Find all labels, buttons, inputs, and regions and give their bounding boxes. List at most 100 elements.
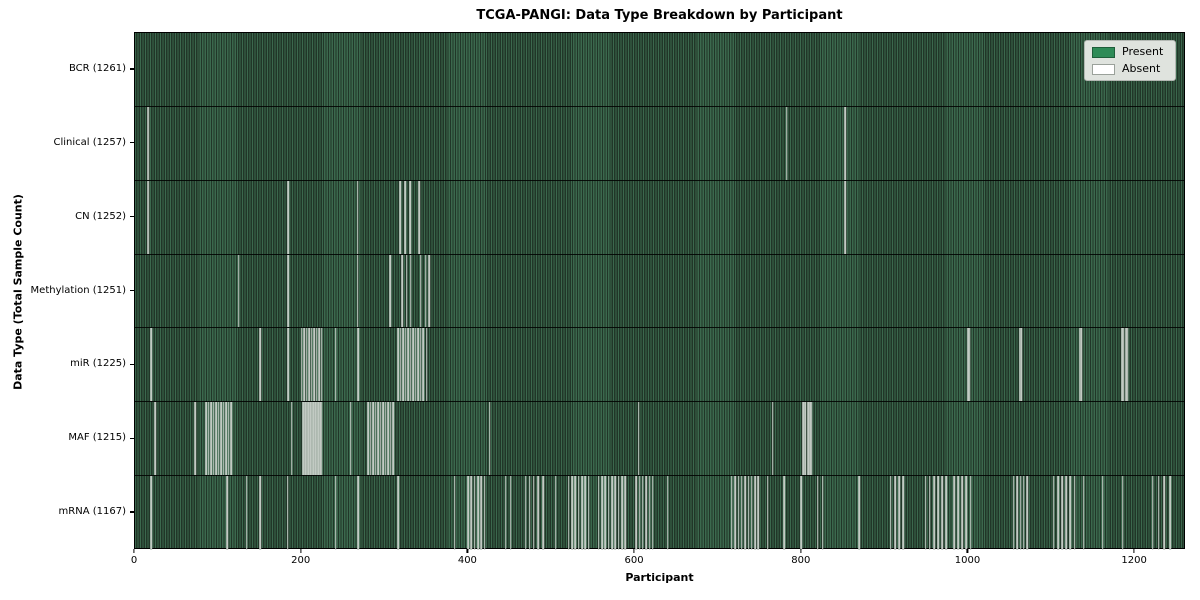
absent-stripe <box>419 254 422 328</box>
absent-stripe <box>287 180 290 254</box>
absent-stripe <box>246 476 248 550</box>
absent-stripe <box>399 180 401 254</box>
heatmap-row-maf <box>135 402 1184 477</box>
absent-stripe <box>1065 476 1068 550</box>
absent-stripe <box>571 476 573 550</box>
absent-stripe <box>319 402 321 476</box>
absent-stripe <box>226 476 228 550</box>
absent-stripe <box>259 476 261 550</box>
absent-stripe <box>147 106 150 180</box>
y-tick-mark <box>130 216 134 218</box>
absent-stripe <box>404 328 407 402</box>
legend-label: Present <box>1122 45 1164 58</box>
x-tick-label: 800 <box>791 555 811 566</box>
absent-stripe <box>194 402 197 476</box>
y-tick-label: Methylation (1251) <box>30 284 126 296</box>
absent-stripe <box>210 402 212 476</box>
absent-stripe <box>957 476 959 550</box>
absent-stripe <box>965 476 968 550</box>
y-tick-mark <box>130 289 134 292</box>
absent-stripe <box>1121 328 1123 402</box>
absent-stripe <box>399 328 402 402</box>
heatmap-row-methylation <box>135 254 1184 329</box>
absent-stripe <box>607 476 610 550</box>
absent-stripe <box>370 402 372 476</box>
absent-stripe <box>380 402 382 476</box>
absent-stripe <box>418 180 420 254</box>
absent-stripe <box>291 402 293 476</box>
x-axis-title: Participant <box>625 571 694 584</box>
absent-stripe <box>652 476 654 550</box>
x-tick-mark <box>300 549 302 553</box>
absent-stripe <box>318 328 321 402</box>
x-tick-label: 1200 <box>1121 555 1147 566</box>
absent-stripe <box>227 402 230 476</box>
plot-area <box>134 32 1185 550</box>
absent-stripe <box>147 180 150 254</box>
absent-stripe <box>150 476 153 550</box>
absent-stripe <box>315 328 318 402</box>
absent-stripe <box>1163 476 1166 550</box>
absent-stripe <box>205 402 207 476</box>
absent-stripe <box>286 476 289 550</box>
absent-stripe <box>217 402 220 476</box>
absent-stripe <box>309 402 311 476</box>
absent-stripe <box>667 476 669 550</box>
absent-stripe <box>412 328 415 402</box>
absent-stripe <box>307 402 310 476</box>
absent-stripe <box>207 402 210 476</box>
absent-stripe <box>1169 476 1172 550</box>
y-tick-label: CN (1252) <box>75 210 126 222</box>
absent-stripe <box>385 402 387 476</box>
x-tick-mark <box>1133 549 1135 553</box>
absent-stripe <box>578 476 580 550</box>
absent-stripe <box>1026 476 1028 550</box>
absent-stripe <box>754 476 756 550</box>
absent-stripe <box>314 402 316 476</box>
absent-stripe <box>1019 476 1022 550</box>
absent-stripe <box>424 254 427 328</box>
absent-stripe <box>313 328 316 402</box>
absent-stripe <box>889 476 892 550</box>
absent-stripe <box>382 402 385 476</box>
absent-stripe <box>302 402 305 476</box>
absent-stripe <box>405 254 408 328</box>
absent-stripe <box>744 476 746 550</box>
absent-stripe <box>150 328 153 402</box>
absent-stripe <box>474 476 476 550</box>
absent-stripe <box>785 106 788 180</box>
absent-stripe <box>542 476 544 550</box>
absent-stripe <box>821 476 824 550</box>
absent-stripe <box>350 402 352 476</box>
absent-stripe <box>924 476 927 550</box>
absent-stripe <box>407 328 410 402</box>
x-tick-mark <box>966 549 969 553</box>
x-tick-mark <box>633 549 635 553</box>
absent-stripe <box>154 402 157 476</box>
absent-stripe <box>488 402 491 476</box>
absent-stripe <box>1080 328 1083 402</box>
absent-stripe <box>335 328 337 402</box>
absent-stripe <box>568 476 570 550</box>
absent-stripe <box>1018 328 1021 402</box>
y-tick-mark <box>130 363 134 365</box>
absent-stripe <box>637 402 640 476</box>
absent-stripe <box>584 476 587 550</box>
absent-stripe <box>504 476 507 550</box>
legend-item-present: Present <box>1092 46 1168 58</box>
x-tick-label: 200 <box>291 555 311 566</box>
absent-stripe <box>858 476 860 550</box>
absent-stripe <box>509 476 512 550</box>
absent-stripe <box>902 476 905 550</box>
absent-stripe <box>320 402 323 476</box>
absent-stripe <box>372 402 375 476</box>
absent-stripe <box>317 402 320 476</box>
y-tick-label: Clinical (1257) <box>53 136 127 148</box>
absent-stripe <box>215 402 217 476</box>
absent-stripe <box>1013 476 1015 550</box>
absent-stripe <box>617 476 620 550</box>
absent-stripe <box>147 106 149 180</box>
absent-stripe <box>389 254 391 328</box>
absent-stripe <box>933 476 935 550</box>
